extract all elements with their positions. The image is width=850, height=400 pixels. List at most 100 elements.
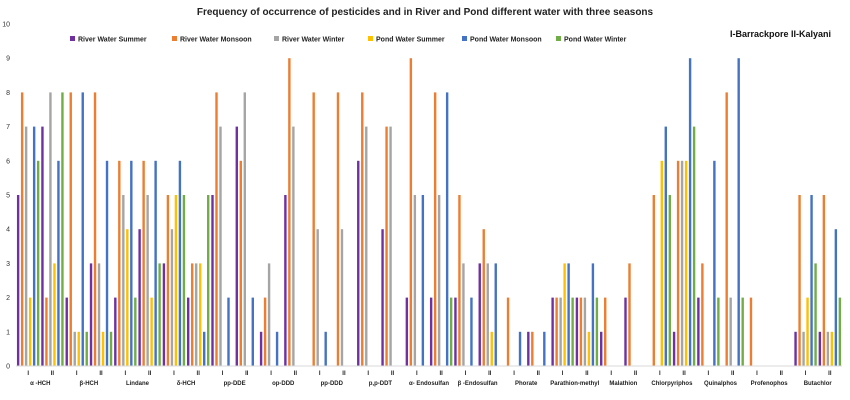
bar [798,195,801,366]
x-sub-label: I [659,371,661,377]
bar [571,297,574,366]
bar [195,263,198,366]
bar [166,195,170,366]
x-group-label: δ-HCH [177,381,196,387]
x-group-label: Butachlor [804,381,833,387]
y-tick-label: 3 [6,261,10,268]
legend-swatch [172,36,177,41]
legend-swatch [462,36,467,41]
bar [174,195,178,366]
bar [591,263,595,366]
x-group-label: op-DDD [272,381,295,387]
y-tick-label: 2 [6,295,10,302]
bar [672,331,676,366]
bar [199,263,202,366]
legend-swatch [70,36,75,41]
bar [567,263,570,366]
x-sub-label: II [342,371,346,377]
bar [413,195,417,366]
x-group-label: Parathion-methyl [550,381,599,387]
bar [587,331,591,366]
bar [725,92,728,367]
bar [275,331,279,366]
x-group-label: p,p-DDT [369,381,393,387]
bar [421,195,425,366]
bar [701,263,704,366]
bar [61,92,64,367]
bar [729,297,732,366]
bar [531,331,534,366]
bar [239,160,242,366]
bar [506,297,510,366]
bar [518,331,522,366]
series-river-water-summer [16,126,822,366]
bar [97,263,101,366]
series-pond-water-monsoon [32,58,838,367]
x-sub-label: II [99,371,103,377]
bar [263,297,267,366]
bar [697,297,700,366]
bar [284,195,287,366]
y-axis: 0 1 2 3 4 5 6 7 8 9 10 [2,22,10,371]
x-sub-label: II [682,371,686,377]
x-sub-label: II [391,371,395,377]
bar [81,92,84,367]
annotation-kalyani: II-Kalyani [791,29,831,39]
bar [191,263,194,366]
bar [336,92,340,367]
bar [433,92,437,367]
bar [688,58,692,366]
bar [717,297,720,366]
bar [122,195,125,366]
bar [340,229,344,366]
x-sub-label: I [270,371,272,377]
bar [660,160,663,366]
legend-item: Pond Water Winter [556,36,627,44]
x-sub-label: I [416,371,418,377]
legend-item: Pond Water Monsoon [462,36,542,44]
bar [45,297,48,366]
bar [559,297,562,366]
bar [830,331,834,366]
x-sub-label: II [294,371,298,377]
bar [810,195,813,366]
bar [684,160,688,366]
bar [146,195,149,366]
y-tick-label: 9 [6,56,10,63]
bar [527,331,530,366]
bar [449,297,453,366]
y-tick-label: 10 [2,22,10,29]
bar [437,195,441,366]
bar [579,297,583,366]
legend-label: Pond Water Monsoon [470,37,542,44]
bar [203,331,206,366]
bar [243,92,246,367]
bar [486,263,489,366]
bar [818,331,822,366]
x-group-label: Phorate [515,381,538,387]
bar [292,126,295,366]
bar [36,160,40,366]
legend-label: River Water Monsoon [180,37,252,44]
x-sub-label: II [51,371,55,377]
x-sub-label: I [756,371,758,377]
x-sub-label: I [27,371,29,377]
x-sub-label: II [731,371,735,377]
bar [24,126,28,366]
bar [838,297,842,366]
x-sub-label: II [828,371,832,377]
bar [211,195,214,366]
bar [134,297,137,366]
bar [381,229,384,366]
bar [182,195,186,366]
x-group-label: Malathion [609,381,637,387]
x-sub-label: I [465,371,467,377]
x-sub-label: I [562,371,564,377]
legend-label: River Water Summer [78,37,147,44]
bar [794,331,797,366]
bar [604,297,607,366]
x-group-label: pp-DDD [321,381,344,387]
bar [16,195,20,366]
x-sub-label: II [634,371,638,377]
